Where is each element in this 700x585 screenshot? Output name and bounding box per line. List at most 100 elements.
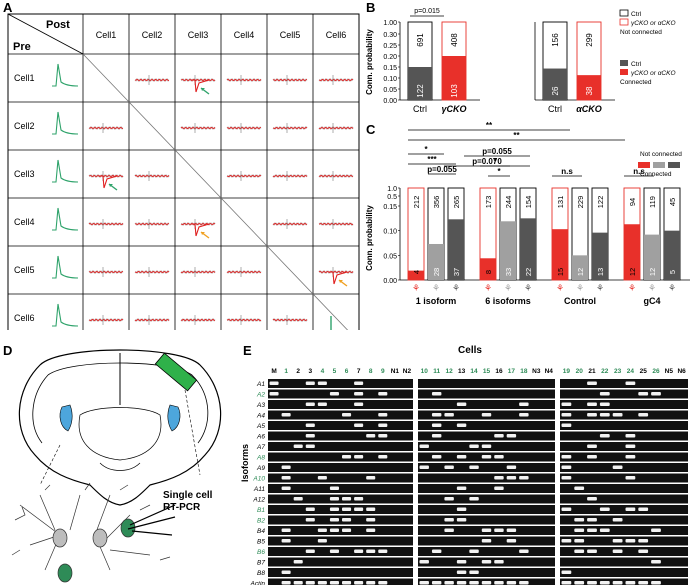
gel-band — [625, 581, 636, 585]
gel-band — [366, 518, 376, 522]
gel-band — [574, 486, 585, 490]
bar-n-connected: 28 — [432, 268, 441, 276]
col-header-2: Cell2 — [142, 30, 163, 40]
legend-text: Ctrl — [631, 61, 642, 68]
gel-band — [612, 465, 623, 469]
gel-band — [329, 581, 339, 585]
gel-band — [494, 581, 504, 585]
lane-label: 21 — [588, 368, 596, 375]
gel-band — [456, 486, 467, 490]
neuron-pair-icon: ⚘ — [432, 283, 440, 293]
gel-band — [378, 423, 388, 427]
gel-band — [378, 581, 388, 585]
gel-band — [469, 444, 479, 448]
gel-band — [281, 413, 291, 417]
gel-band — [281, 476, 291, 480]
bar-n-not-connected: 408 — [450, 33, 459, 47]
legend-swatch — [619, 18, 629, 26]
isoform-label: A7 — [256, 444, 265, 451]
bar-n-not-connected: 691 — [416, 33, 425, 47]
gel-strip — [418, 494, 555, 504]
bar-connected-fill — [408, 270, 424, 280]
sig-label: *** — [427, 155, 437, 164]
row-header-2: Cell2 — [14, 121, 35, 131]
gel-band — [444, 497, 454, 501]
trace-red — [134, 270, 170, 274]
event-arrowhead — [201, 232, 205, 235]
x-tick-label: Ctrl — [548, 104, 562, 114]
lane-label: 13 — [458, 368, 466, 375]
gel-band — [305, 549, 315, 553]
gel-band — [599, 402, 610, 406]
legend-swatch — [653, 162, 665, 168]
isoform-label: B4 — [257, 528, 265, 535]
gel-band — [354, 507, 364, 511]
gel-band — [574, 518, 585, 522]
neuron-cluster — [11, 482, 171, 571]
gel-band — [506, 465, 517, 469]
psc-event — [191, 223, 210, 237]
gel-band — [625, 434, 636, 438]
gel-band — [456, 423, 467, 427]
gel-strip — [560, 494, 688, 504]
neuron-soma-grey-1 — [52, 528, 68, 548]
trace-red — [318, 78, 354, 82]
gel-band — [305, 507, 315, 511]
corner-diagonal — [7, 13, 84, 55]
corner-pre-label: Pre — [13, 41, 31, 53]
gel-strip — [268, 536, 413, 546]
gel-strip — [560, 536, 688, 546]
panel-a: Post Pre Cell1 Cell2 Cell3 Cell4 Cell5 Cell6 Cel… — [7, 13, 360, 330]
neuron-soma-grey-2 — [92, 528, 108, 548]
panel-a-label: A — [3, 0, 13, 15]
bar-n-not-connected: 299 — [585, 33, 594, 47]
gel-band — [366, 476, 376, 480]
group-label: Control — [564, 296, 596, 306]
spike-trace-6 — [52, 303, 79, 327]
trace-red — [180, 78, 216, 82]
row-header-5: Cell5 — [14, 265, 35, 275]
neuron-pair-icon: ⚘ — [412, 283, 420, 293]
lane-label: N2 — [403, 368, 412, 375]
lane-label: 26 — [652, 368, 660, 375]
gel-band — [354, 497, 364, 501]
legend-text: Ctrl — [631, 11, 642, 18]
lane-label: 18 — [520, 368, 528, 375]
gel-strip — [560, 505, 688, 514]
bar-n-not-connected: 356 — [432, 196, 441, 209]
lane-label: 12 — [446, 368, 454, 375]
gel-band — [599, 413, 610, 417]
gel-band — [574, 539, 585, 543]
neuron-pair-icon: ⚘ — [524, 283, 532, 293]
trace-red — [226, 174, 262, 178]
bar-connected-fill — [480, 258, 496, 280]
y-tick-label: 0.20 — [383, 54, 397, 61]
y-tick-label: 0.30 — [383, 32, 397, 39]
col-header-5: Cell5 — [280, 30, 301, 40]
neuron-pair-icon: ⚘ — [556, 283, 564, 293]
legend-swatch — [619, 9, 629, 17]
gel-band — [625, 381, 636, 385]
gel-band — [481, 560, 492, 564]
gel-band — [305, 581, 315, 585]
gel-band — [329, 549, 339, 553]
gel-strip — [560, 442, 688, 451]
gel-band — [638, 392, 649, 396]
event-arrowhead — [201, 88, 205, 91]
isoform-label: A8 — [256, 455, 265, 462]
gel-band — [587, 528, 597, 532]
gel-band — [431, 455, 442, 459]
sig-label: ** — [513, 131, 520, 140]
trace-red — [180, 126, 216, 130]
gel-band — [281, 486, 291, 490]
gel-strip — [560, 473, 688, 483]
gel-band — [342, 581, 352, 585]
y-tick-label: 0.05 — [383, 87, 397, 94]
gel-strip — [560, 557, 688, 567]
psc-event — [191, 79, 210, 93]
neuron-soma-green-1 — [120, 518, 136, 538]
gel-band — [444, 465, 454, 469]
gel-band — [342, 455, 352, 459]
lane-label: 25 — [640, 368, 648, 375]
